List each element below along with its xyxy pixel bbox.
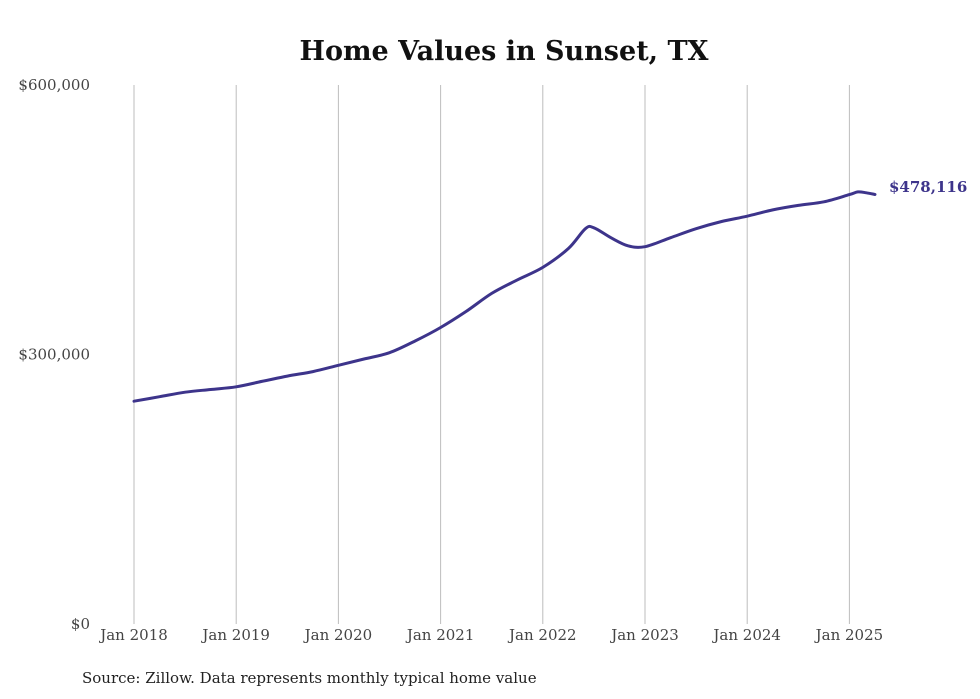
y-tick-label: $0 xyxy=(71,615,90,633)
x-tick-label: Jan 2024 xyxy=(711,626,781,644)
x-tick-label: Jan 2025 xyxy=(814,626,884,644)
y-tick-label: $600,000 xyxy=(18,76,90,94)
chart-title: Home Values in Sunset, TX xyxy=(299,36,708,67)
x-tick-label: Jan 2020 xyxy=(303,626,373,644)
x-tick-label: Jan 2021 xyxy=(405,626,475,644)
series-layer xyxy=(132,190,877,403)
x-tick-label: Jan 2022 xyxy=(507,626,577,644)
source-note: Source: Zillow. Data represents monthly … xyxy=(82,669,537,687)
x-tick-label: Jan 2018 xyxy=(98,626,168,644)
latest-value-label: $478,116 xyxy=(889,178,967,196)
x-tick-label: Jan 2019 xyxy=(200,626,270,644)
y-tick-label: $300,000 xyxy=(18,346,90,364)
x-tick-label: Jan 2023 xyxy=(609,626,679,644)
y-axis-tick-labels: $0 $300,000 $600,000 xyxy=(18,76,90,633)
x-axis-tick-labels: Jan 2018 Jan 2019 Jan 2020 Jan 2021 Jan 2022… xyxy=(98,626,883,644)
home-value-series-line xyxy=(132,190,877,403)
gridlines xyxy=(133,85,850,624)
